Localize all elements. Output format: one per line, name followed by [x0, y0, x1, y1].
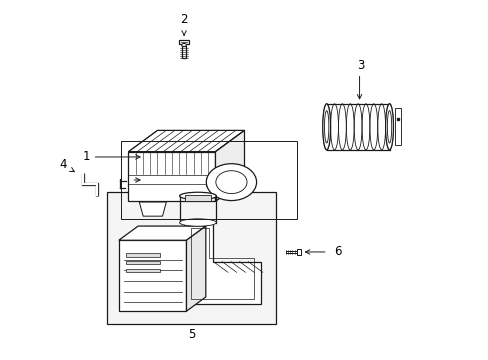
- Bar: [126, 261, 160, 264]
- Bar: [179, 40, 189, 44]
- Bar: [394, 108, 400, 145]
- Bar: [121, 141, 297, 219]
- Bar: [296, 249, 300, 255]
- Bar: [119, 240, 186, 311]
- Bar: [106, 192, 275, 324]
- Circle shape: [182, 44, 186, 47]
- Polygon shape: [186, 226, 205, 311]
- Polygon shape: [119, 226, 205, 240]
- Bar: [126, 269, 160, 272]
- Bar: [182, 46, 185, 58]
- Ellipse shape: [385, 104, 393, 150]
- Bar: [185, 195, 210, 201]
- Circle shape: [206, 164, 256, 201]
- Circle shape: [215, 171, 246, 194]
- Polygon shape: [128, 152, 215, 201]
- Ellipse shape: [322, 104, 330, 150]
- Ellipse shape: [386, 111, 391, 143]
- Bar: [285, 251, 296, 253]
- Text: 1: 1: [82, 150, 140, 163]
- Text: 4: 4: [60, 158, 67, 171]
- Polygon shape: [128, 130, 244, 152]
- Text: 6: 6: [333, 246, 341, 258]
- Text: 3: 3: [356, 59, 364, 72]
- Ellipse shape: [324, 111, 328, 143]
- Polygon shape: [139, 202, 166, 216]
- Polygon shape: [128, 180, 244, 201]
- Ellipse shape: [179, 219, 216, 226]
- Text: 2: 2: [180, 13, 187, 26]
- Polygon shape: [215, 130, 244, 201]
- Bar: [126, 253, 160, 257]
- Ellipse shape: [179, 192, 216, 200]
- Polygon shape: [183, 222, 261, 304]
- Text: 5: 5: [187, 328, 195, 341]
